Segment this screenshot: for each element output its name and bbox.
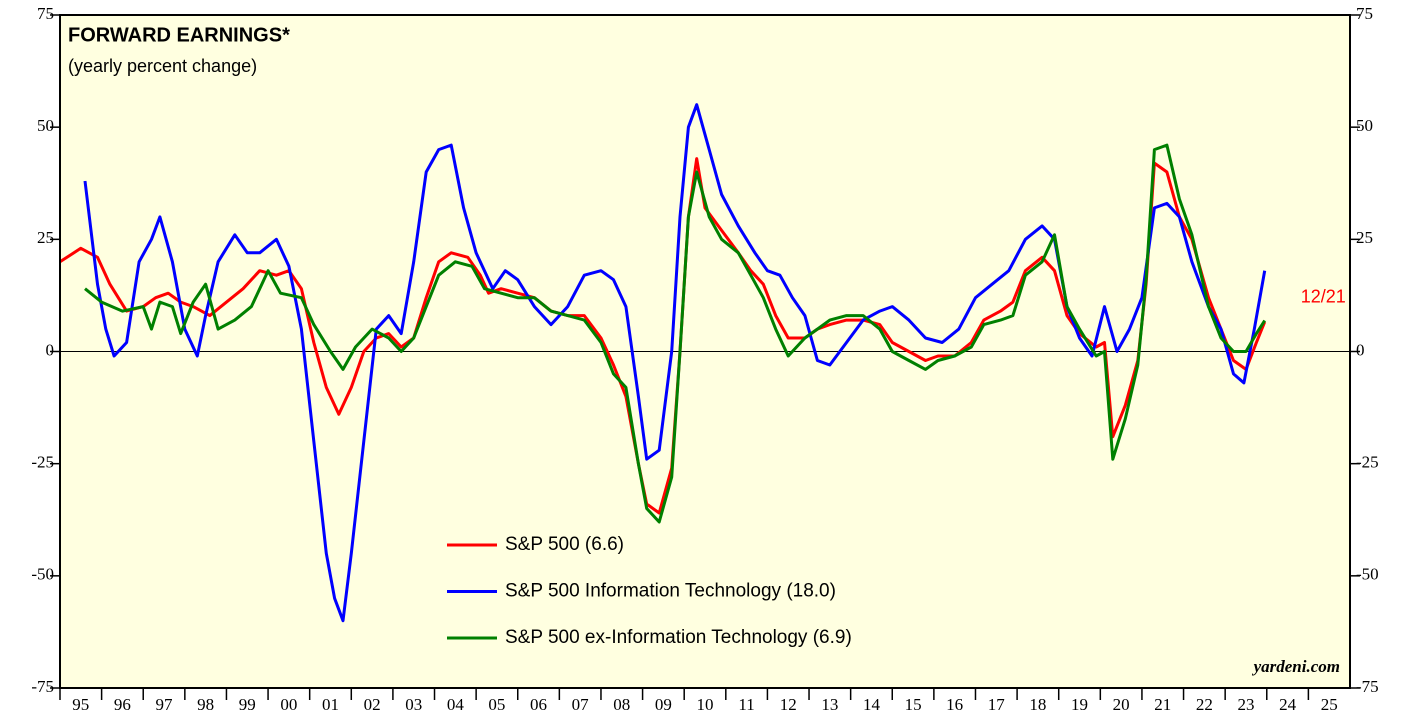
y2-tick-label: -25 — [1356, 453, 1379, 472]
y-tick-label: 0 — [46, 340, 55, 359]
x-tick-label: 02 — [364, 695, 381, 714]
annotation: 12/21 — [1301, 287, 1346, 307]
x-tick-label: 06 — [530, 695, 547, 714]
x-tick-label: 95 — [72, 695, 89, 714]
y-tick-label: 25 — [37, 228, 54, 247]
y2-tick-label: 25 — [1356, 228, 1373, 247]
x-tick-label: 24 — [1279, 695, 1297, 714]
x-tick-label: 08 — [613, 695, 630, 714]
chart-title: FORWARD EARNINGS* — [68, 24, 290, 46]
legend-label: S&P 500 (6.6) — [505, 534, 624, 555]
x-tick-label: 01 — [322, 695, 339, 714]
x-tick-label: 04 — [447, 695, 465, 714]
x-tick-label: 20 — [1113, 695, 1130, 714]
y-tick-label: 75 — [37, 4, 54, 23]
x-tick-label: 25 — [1321, 695, 1338, 714]
x-tick-label: 98 — [197, 695, 214, 714]
x-tick-label: 13 — [821, 695, 838, 714]
y2-tick-label: 50 — [1356, 116, 1373, 135]
series-line — [84, 143, 1266, 524]
series-line — [83, 103, 1267, 623]
y2-tick-label: 75 — [1356, 4, 1373, 23]
x-tick-label: 09 — [655, 695, 672, 714]
x-tick-label: 17 — [988, 695, 1006, 714]
x-tick-label: 11 — [738, 695, 754, 714]
y-tick-label: -50 — [31, 565, 54, 584]
legend-label: S&P 500 Information Technology (18.0) — [505, 581, 836, 602]
x-tick-label: 18 — [1029, 695, 1046, 714]
y2-tick-label: -50 — [1356, 565, 1379, 584]
x-tick-label: 14 — [863, 695, 881, 714]
x-tick-label: 19 — [1071, 695, 1088, 714]
x-tick-label: 21 — [1154, 695, 1171, 714]
x-tick-label: 99 — [239, 695, 256, 714]
x-tick-label: 10 — [697, 695, 714, 714]
x-tick-label: 97 — [156, 695, 174, 714]
y2-tick-label: 0 — [1356, 340, 1365, 359]
x-tick-label: 05 — [488, 695, 505, 714]
source: yardeni.com — [1252, 657, 1340, 676]
x-tick-label: 07 — [572, 695, 590, 714]
y-tick-label: -75 — [31, 677, 54, 696]
y-tick-label: -25 — [31, 453, 54, 472]
x-tick-label: 16 — [946, 695, 963, 714]
legend-label: S&P 500 ex-Information Technology (6.9) — [505, 627, 852, 648]
x-tick-label: 03 — [405, 695, 422, 714]
x-tick-label: 12 — [780, 695, 797, 714]
chart-subtitle: (yearly percent change) — [68, 56, 257, 76]
x-tick-label: 00 — [280, 695, 297, 714]
y-tick-label: 50 — [37, 116, 54, 135]
plot — [59, 103, 1350, 623]
x-tick-label: 15 — [905, 695, 922, 714]
x-tick-label: 22 — [1196, 695, 1213, 714]
y2-tick-label: -75 — [1356, 677, 1379, 696]
x-tick-label: 96 — [114, 695, 131, 714]
x-tick-label: 23 — [1237, 695, 1254, 714]
